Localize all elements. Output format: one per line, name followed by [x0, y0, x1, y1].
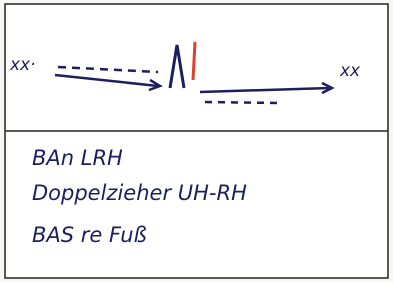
note: Doppelzieher UH-RH: [32, 181, 247, 205]
red-mark: [193, 42, 195, 80]
card: xx· xx BAn LRH Doppelzieher UH-RH BAS re…: [0, 0, 393, 282]
note: BAn LRH: [32, 146, 123, 170]
right-label: xx: [339, 61, 361, 81]
note: BAS re Fuß: [32, 223, 147, 247]
left-label: xx·: [9, 55, 36, 75]
